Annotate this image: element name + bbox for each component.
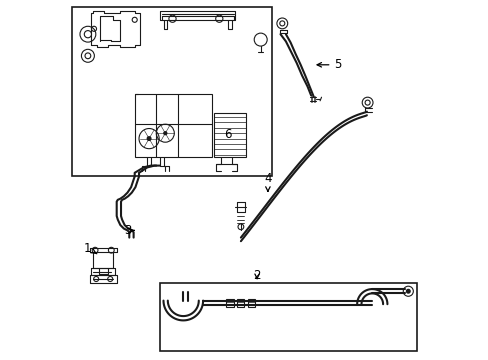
Bar xyxy=(213,113,246,157)
Text: 1: 1 xyxy=(84,242,97,255)
Circle shape xyxy=(406,289,409,293)
Text: 3: 3 xyxy=(123,224,134,237)
Circle shape xyxy=(147,137,151,140)
Text: 5: 5 xyxy=(316,58,341,71)
Bar xyxy=(134,94,212,157)
Bar xyxy=(160,283,416,351)
Bar xyxy=(237,299,244,307)
Bar xyxy=(247,299,255,307)
Text: 6: 6 xyxy=(224,129,232,141)
Bar xyxy=(72,7,272,176)
Text: 2: 2 xyxy=(253,269,260,282)
Circle shape xyxy=(163,132,166,135)
Text: 4: 4 xyxy=(264,172,271,191)
Bar xyxy=(226,299,233,307)
